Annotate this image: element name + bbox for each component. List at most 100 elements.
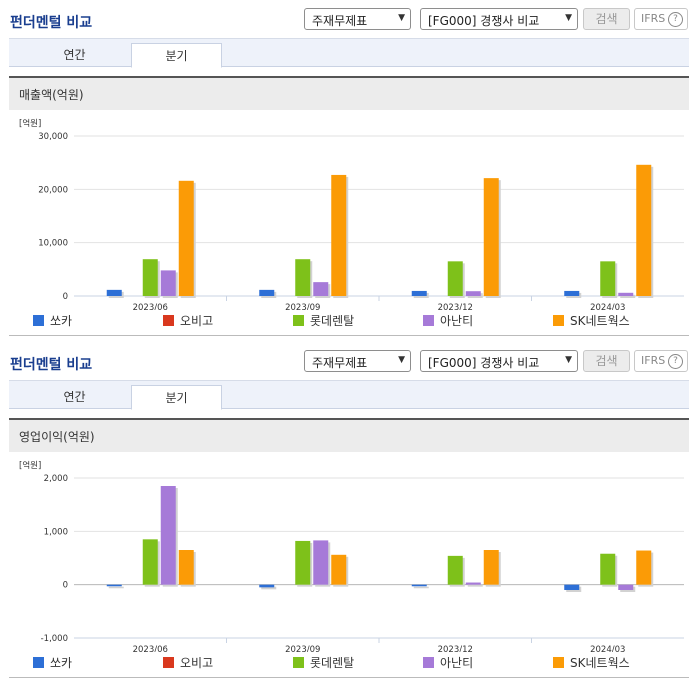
x-tick-label: 2023/12 [438, 645, 473, 652]
legend-swatch [423, 657, 434, 668]
peer-select-value: [FG000] 경쟁사 비교 [428, 356, 540, 370]
bar-롯데렌탈 [447, 261, 463, 296]
legend-label: 쏘카 [50, 314, 73, 328]
y-tick-label: 1,000 [44, 527, 68, 537]
y-unit-label: [억원] [19, 118, 41, 129]
x-tick-label: 2024/03 [590, 645, 625, 652]
legend-item-아난티[interactable]: 아난티 [423, 654, 473, 671]
legend-item-오비고[interactable]: 오비고 [163, 312, 213, 329]
operating-income-bar-chart: [억원] -1,000 0 1,000 2,000 2023/06 2023/09 2023/… [19, 460, 684, 655]
peer-select-value: [FG000] 경쟁사 비교 [428, 14, 540, 28]
bar-쏘카 [106, 584, 122, 587]
tab-annual[interactable]: 연간 [63, 48, 86, 62]
bar-쏘카 [564, 584, 580, 590]
chevron-down-icon: ▼ [565, 355, 572, 365]
tab-annual[interactable]: 연간 [63, 390, 86, 404]
panel-title: 펀더멘털 비교 [10, 15, 93, 31]
bar-sk네트웍스 [178, 550, 194, 585]
y-tick-label: -1,000 [41, 634, 68, 644]
legend-item-아난티[interactable]: 아난티 [423, 312, 473, 329]
legend-swatch [293, 657, 304, 668]
search-button[interactable]: 검색 [583, 350, 630, 372]
period-tabs: 연간 분기 [9, 380, 689, 410]
chevron-down-icon: ▼ [398, 13, 405, 23]
bar-롯데렌탈 [295, 259, 311, 296]
statement-select-value: 주재무제표 [312, 356, 368, 370]
legend-swatch [423, 315, 434, 326]
ifrs-button[interactable]: IFRS ? [634, 8, 688, 30]
tab-quarterly[interactable]: 분기 [131, 385, 222, 410]
bar-sk네트웍스 [483, 550, 499, 585]
statement-select[interactable]: 주재무제표 ▼ [304, 8, 411, 30]
legend-item-오비고[interactable]: 오비고 [163, 654, 213, 671]
panel-header: 펀더멘털 비교 주재무제표 ▼ [FG000] 경쟁사 비교 ▼ 검색 IFRS… [0, 342, 696, 376]
bar-쏘카 [564, 290, 580, 296]
ifrs-button[interactable]: IFRS ? [634, 350, 688, 372]
peer-select[interactable]: [FG000] 경쟁사 비교 ▼ [420, 350, 578, 372]
legend-label: 오비고 [180, 656, 214, 670]
metric-title: 영업이익(억원) [9, 418, 689, 452]
period-tabs: 연간 분기 [9, 38, 689, 68]
y-tick-label: 0 [63, 292, 68, 302]
chart-legend: 쏘카 오비고 롯데렌탈 아난티 SK네트웍스 [9, 652, 689, 672]
bar-롯데렌탈 [142, 539, 158, 585]
fundamental-panel-sales: 펀더멘털 비교 주재무제표 ▼ [FG000] 경쟁사 비교 ▼ 검색 IFRS… [9, 8, 689, 336]
chart-legend: 쏘카 오비고 롯데렌탈 아난티 SK네트웍스 [9, 310, 689, 330]
bar-shadow [261, 586, 277, 590]
search-button[interactable]: 검색 [583, 8, 630, 30]
bar-shadow [413, 586, 429, 589]
bar-쏘카 [259, 584, 275, 588]
bar-롯데렌탈 [142, 259, 158, 296]
legend-item-sk네트웍스[interactable]: SK네트웍스 [553, 312, 630, 329]
legend-swatch [163, 657, 174, 668]
chevron-down-icon: ▼ [398, 355, 405, 365]
legend-swatch [33, 315, 44, 326]
legend-swatch [553, 657, 564, 668]
x-tick-label: 2023/09 [285, 645, 320, 652]
y-unit-label: [억원] [19, 460, 41, 471]
bar-쏘카 [411, 290, 427, 296]
legend-item-sk네트웍스[interactable]: SK네트웍스 [553, 654, 630, 671]
chevron-down-icon: ▼ [565, 13, 572, 23]
bar-아난티 [465, 582, 481, 585]
bar-아난티 [313, 540, 329, 585]
peer-select[interactable]: [FG000] 경쟁사 비교 ▼ [420, 8, 578, 30]
legend-label: 아난티 [440, 656, 474, 670]
y-tick-label: 10,000 [38, 239, 68, 249]
legend-item-롯데렌탈[interactable]: 롯데렌탈 [293, 312, 354, 329]
y-tick-label: 20,000 [38, 185, 68, 195]
statement-select[interactable]: 주재무제표 ▼ [304, 350, 411, 372]
help-icon: ? [668, 12, 683, 27]
legend-label: 오비고 [180, 314, 214, 328]
bar-쏘카 [106, 289, 122, 296]
bar-롯데렌탈 [600, 553, 616, 585]
bar-쏘카 [259, 289, 275, 296]
legend-label: SK네트웍스 [570, 314, 630, 328]
legend-swatch [163, 315, 174, 326]
chart-area: [억원] -1,000 0 1,000 2,000 2023/06 2023/09 2023/… [9, 452, 689, 678]
bar-아난티 [618, 292, 634, 296]
metric-title: 매출액(억원) [9, 76, 689, 110]
bar-아난티 [465, 291, 481, 296]
x-tick-label: 2023/12 [438, 303, 473, 310]
legend-label: 쏘카 [50, 656, 73, 670]
x-tick-label: 2023/09 [285, 303, 320, 310]
bar-아난티 [313, 282, 329, 296]
bar-아난티 [160, 270, 176, 296]
bar-sk네트웍스 [636, 164, 652, 296]
fundamental-panel-operating-income: 펀더멘털 비교 주재무제표 ▼ [FG000] 경쟁사 비교 ▼ 검색 IFRS… [0, 342, 696, 684]
ifrs-label: IFRS [641, 354, 666, 367]
bar-shadow [467, 584, 483, 587]
bar-쏘카 [411, 584, 427, 587]
legend-item-롯데렌탈[interactable]: 롯데렌탈 [293, 654, 354, 671]
legend-item-쏘카[interactable]: 쏘카 [33, 654, 72, 671]
x-tick-label: 2024/03 [590, 303, 625, 310]
legend-label: 아난티 [440, 314, 474, 328]
statement-select-value: 주재무제표 [312, 14, 368, 28]
y-tick-label: 0 [63, 581, 68, 591]
bar-아난티 [618, 584, 634, 590]
tab-quarterly[interactable]: 분기 [131, 43, 222, 68]
legend-item-쏘카[interactable]: 쏘카 [33, 312, 72, 329]
x-tick-label: 2023/06 [133, 645, 168, 652]
sales-bar-chart: [억원] 0 10,000 20,000 30,000 2023/06 2023/09 202… [19, 118, 684, 313]
